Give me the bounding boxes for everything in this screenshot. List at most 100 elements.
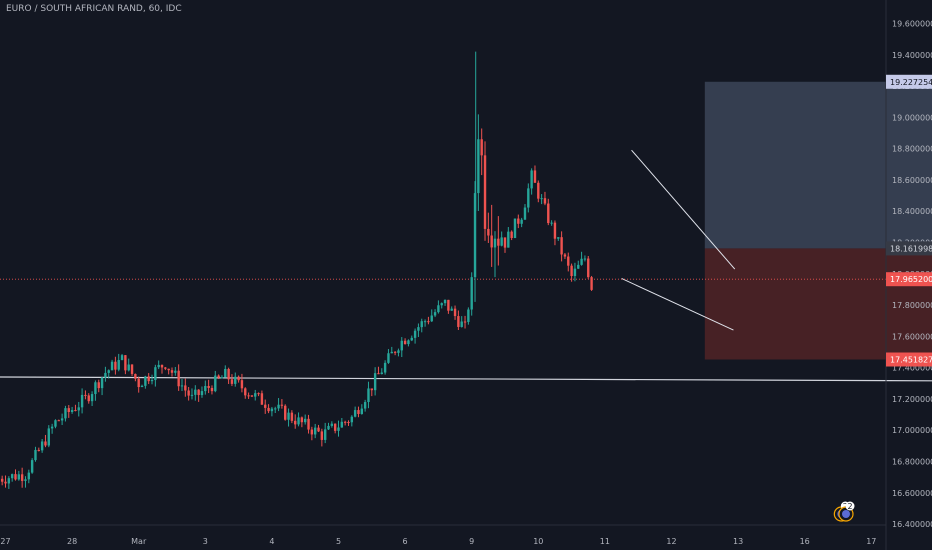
chart-title: EURO / SOUTH AFRICAN RAND, 60, IDC <box>6 4 182 14</box>
candle-body <box>570 265 573 277</box>
candle-body <box>264 404 267 408</box>
candle-body <box>453 308 457 317</box>
candle-body <box>200 391 204 396</box>
candle-body <box>280 404 284 406</box>
candle-body <box>530 170 533 189</box>
candle-body <box>10 474 14 479</box>
loss-zone[interactable] <box>704 248 932 360</box>
time-tick-label: 13 <box>733 537 743 546</box>
price-tag-label: 18.161998 <box>890 244 932 253</box>
candle-body <box>20 474 24 481</box>
candle-body <box>360 408 364 414</box>
price-tick-label: 19.400000 <box>892 51 932 60</box>
candle-body <box>443 299 447 304</box>
candle-body <box>237 376 240 381</box>
candle-body <box>214 375 217 392</box>
candle-body <box>164 367 167 369</box>
price-tick-label: 17.000000 <box>892 426 932 435</box>
candle-body <box>290 412 294 421</box>
price-tick-label: 19.600000 <box>892 19 932 28</box>
candle-body <box>57 420 60 422</box>
candle-body <box>284 405 287 420</box>
price-tick-label: 19.000000 <box>892 113 932 122</box>
candle-body <box>220 377 224 379</box>
candle-body <box>294 420 297 425</box>
event-badges: 22 <box>833 501 855 522</box>
candle-body <box>537 182 540 199</box>
candles <box>0 51 593 489</box>
time-tick-label: 3 <box>203 537 208 546</box>
time-tick-label: 6 <box>403 537 408 546</box>
candle-body <box>70 410 74 412</box>
candle-body <box>94 382 97 395</box>
candle-body <box>60 418 64 421</box>
support-line[interactable] <box>0 376 932 382</box>
candle-body <box>287 412 290 420</box>
candle-body <box>217 375 220 378</box>
candle-body <box>27 472 31 480</box>
candle-body <box>547 203 550 224</box>
candle-body <box>174 370 177 373</box>
candle-body <box>463 321 467 323</box>
candle-body <box>124 355 127 371</box>
candle-body <box>254 393 257 397</box>
wedge-upper-line[interactable] <box>631 149 736 270</box>
candle-body <box>543 198 547 204</box>
event-badge-count: 2 <box>847 502 852 511</box>
time-tick-label: 10 <box>533 537 543 546</box>
time-tick-label: 11 <box>600 537 610 546</box>
candle-body <box>467 309 470 322</box>
candle-body <box>323 429 327 440</box>
price-tag-label: 17.451827 <box>890 356 932 365</box>
candle-body <box>270 408 274 412</box>
candle-body <box>387 353 390 363</box>
candle-body <box>307 418 310 430</box>
event-badge-icon <box>841 510 850 518</box>
price-tag-label: 17.965200 <box>890 275 932 284</box>
candle-body <box>114 361 117 370</box>
candle-body <box>480 139 483 156</box>
candle-body <box>310 429 314 435</box>
candle-body <box>493 238 497 248</box>
candle-body <box>343 421 347 423</box>
candle-body <box>100 377 104 389</box>
candle-body <box>137 378 140 388</box>
candle-body <box>80 394 84 408</box>
candle-body <box>563 254 567 257</box>
candle-body <box>267 407 270 412</box>
position-zones <box>704 81 932 360</box>
candle-body <box>447 299 450 311</box>
candle-body <box>87 395 90 402</box>
candle-body <box>397 350 400 353</box>
candle-body <box>390 351 393 354</box>
price-tag <box>886 74 932 89</box>
candle-body <box>370 388 373 391</box>
candle-body <box>347 422 350 424</box>
time-axis: 27 28 Mar 3 4 5 6 9 10 11 12 13 16 17 <box>0 524 886 546</box>
candle-body <box>420 321 423 328</box>
candle-body <box>167 368 170 371</box>
time-tick-label: 4 <box>269 537 274 546</box>
candle-body <box>110 361 114 371</box>
candle-body <box>144 376 147 386</box>
candle-body <box>90 394 94 402</box>
candle-body <box>250 395 254 397</box>
candle-body <box>583 258 587 260</box>
candle-body <box>590 277 593 290</box>
candle-body <box>104 372 107 378</box>
candle-body <box>520 219 523 224</box>
candle-body <box>7 478 11 484</box>
time-tick-label: 27 <box>0 537 10 546</box>
candle-body <box>553 222 557 239</box>
profit-zone[interactable] <box>704 81 932 249</box>
wedge-lower-line[interactable] <box>621 277 734 331</box>
candle-body <box>350 416 354 423</box>
candle-body <box>497 238 500 246</box>
time-tick-label: 9 <box>469 537 474 546</box>
candle-body <box>510 231 513 238</box>
candle-body <box>333 423 337 431</box>
candle-body <box>247 395 250 397</box>
candle-body <box>500 237 503 246</box>
candle-body <box>517 218 520 224</box>
